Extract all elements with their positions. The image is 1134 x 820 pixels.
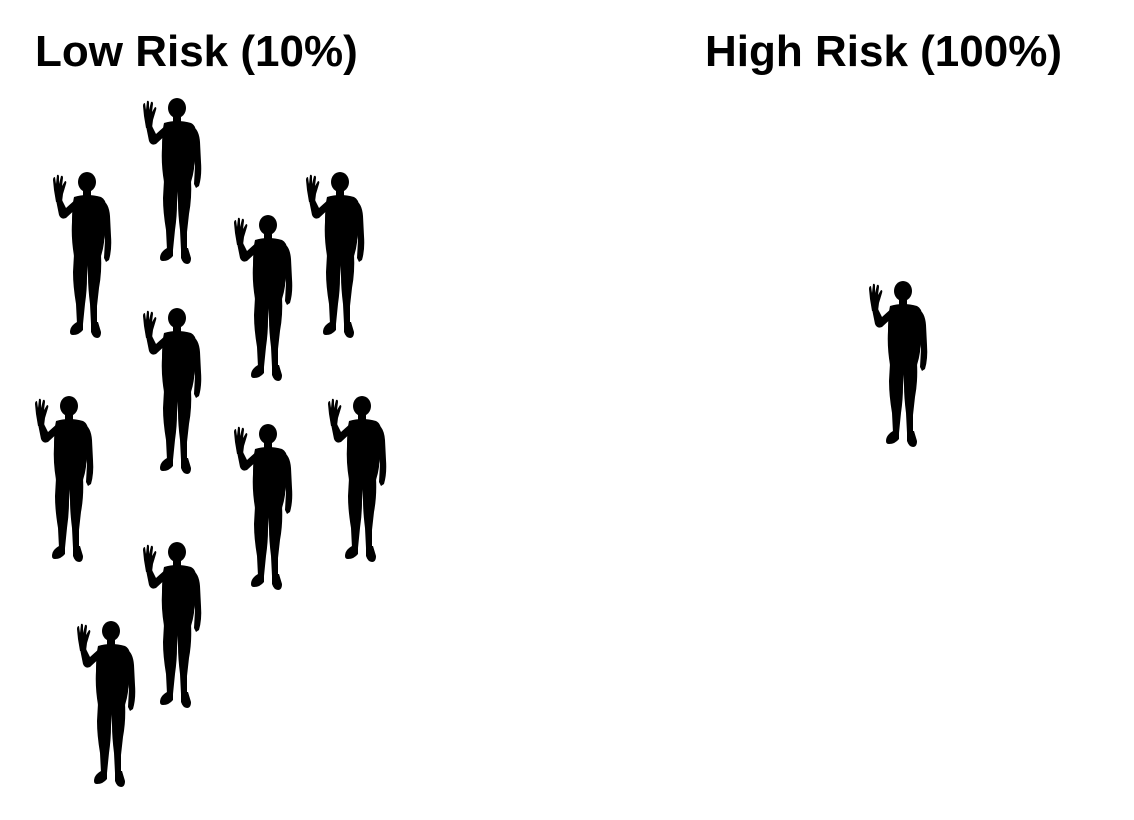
person-icon [234,215,293,381]
person-icon [143,308,202,474]
person-icon [234,424,293,590]
person-icon [53,172,112,338]
person-icon [143,98,202,264]
person-icon [869,281,928,447]
person-icon [143,542,202,708]
high-risk-title: High Risk (100%) [705,27,1062,76]
low-risk-title: Low Risk (10%) [35,27,358,76]
high-risk-people [869,281,928,447]
person-icon [306,172,365,338]
low-risk-people [35,98,387,787]
person-icon [77,621,136,787]
person-icon [328,396,387,562]
person-icon [35,396,94,562]
